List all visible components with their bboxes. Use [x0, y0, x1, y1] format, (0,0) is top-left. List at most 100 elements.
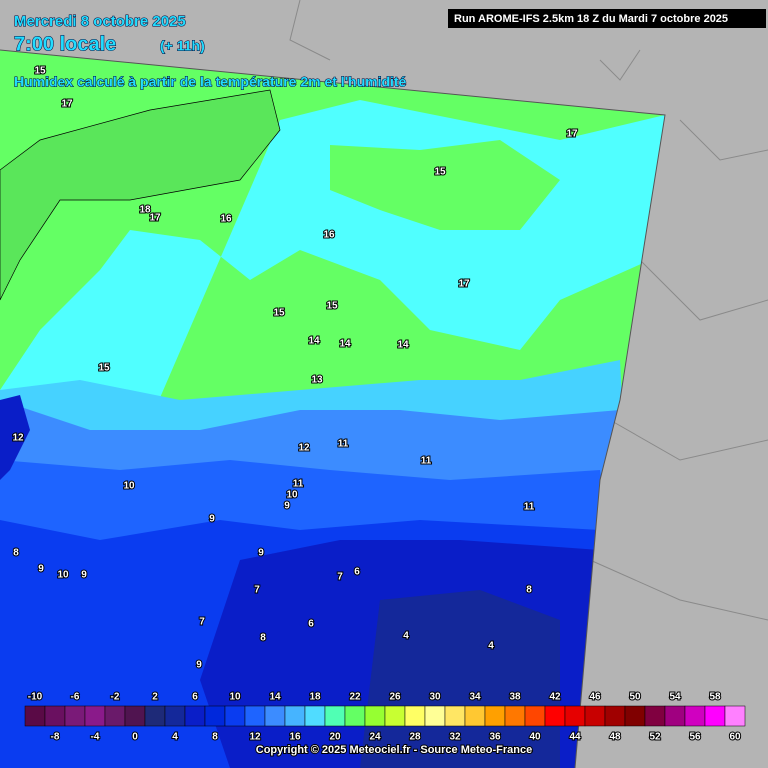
- legend-label: 10: [229, 692, 241, 703]
- legend-swatch: [304, 705, 326, 727]
- contour-label: 17: [61, 99, 73, 110]
- legend-label: 32: [449, 732, 461, 743]
- legend-label: 58: [709, 692, 721, 703]
- contour-label: 9: [196, 660, 202, 671]
- contour-label: 10: [286, 490, 298, 501]
- contour-label: 13: [311, 375, 323, 386]
- legend: -10-8-6-4-202468101214161820222426283032…: [24, 691, 746, 744]
- legend-label: 60: [729, 732, 741, 743]
- contour-label: 10: [57, 570, 69, 581]
- legend-label: 8: [212, 732, 218, 743]
- legend-swatch: [704, 705, 726, 727]
- contour-label: 15: [34, 66, 46, 77]
- contour-label: 14: [308, 336, 320, 347]
- contour-label: 17: [458, 279, 470, 290]
- contour-label: 12: [12, 433, 24, 444]
- legend-label: 48: [609, 732, 621, 743]
- contour-label: 6: [308, 619, 314, 630]
- legend-swatch: [584, 705, 606, 727]
- legend-label: 50: [629, 692, 641, 703]
- legend-label: 38: [509, 692, 521, 703]
- legend-swatch: [284, 705, 306, 727]
- contour-label: 17: [566, 129, 578, 140]
- legend-label: 2: [152, 692, 158, 703]
- legend-label: 36: [489, 732, 501, 743]
- legend-swatch: [204, 705, 226, 727]
- contour-label: 4: [403, 631, 409, 642]
- legend-label: 30: [429, 692, 441, 703]
- legend-label: -4: [91, 732, 100, 743]
- legend-label: 0: [132, 732, 138, 743]
- contour-label: 14: [397, 340, 409, 351]
- legend-label: -2: [111, 692, 120, 703]
- contour-label: 12: [298, 443, 310, 454]
- legend-swatch: [224, 705, 246, 727]
- contour-label: 17: [149, 213, 161, 224]
- legend-swatch: [144, 705, 166, 727]
- contour-label: 15: [98, 363, 110, 374]
- legend-swatch: [184, 705, 206, 727]
- contour-label: 7: [337, 572, 343, 583]
- legend-label: 22: [349, 692, 361, 703]
- legend-swatch: [244, 705, 266, 727]
- legend-label: 44: [569, 732, 581, 743]
- run: Run AROME-IFS 2.5km 18 Z du Mardi 7 octo…: [454, 13, 728, 25]
- contour-label: 11: [338, 439, 349, 450]
- legend-label: 20: [329, 732, 341, 743]
- contour-label: 9: [81, 570, 87, 581]
- legend-label: 34: [469, 692, 481, 703]
- subtitle: Humidex calculé à partir de la températu…: [14, 74, 407, 90]
- contour-label: 7: [199, 617, 205, 628]
- footer: Copyright © 2025 Meteociel.fr - Source M…: [256, 744, 532, 756]
- legend-swatch: [364, 705, 386, 727]
- legend-label: -8: [51, 732, 60, 743]
- contour-label: 18: [139, 205, 151, 216]
- contour-label: 9: [209, 514, 215, 525]
- contour-label: 8: [13, 548, 19, 559]
- legend-swatch: [324, 705, 346, 727]
- contour-label: 16: [220, 214, 232, 225]
- contour-label: 15: [326, 301, 338, 312]
- legend-label: 54: [669, 692, 681, 703]
- legend-swatch: [344, 705, 366, 727]
- date: Mercredi 8 octobre 2025: [14, 13, 186, 30]
- legend-swatch: [504, 705, 526, 727]
- legend-label: 16: [289, 732, 301, 743]
- legend-label: 6: [192, 692, 198, 703]
- legend-swatch: [564, 705, 586, 727]
- legend-label: -6: [71, 692, 80, 703]
- legend-swatch: [684, 705, 706, 727]
- legend-swatch: [624, 705, 646, 727]
- contour-label: 14: [339, 339, 351, 350]
- legend-label: -10: [28, 692, 43, 703]
- contour-label: 9: [284, 501, 290, 512]
- legend-swatch: [544, 705, 566, 727]
- legend-swatch: [444, 705, 466, 727]
- legend-label: 4: [172, 732, 178, 743]
- legend-swatch: [124, 705, 146, 727]
- legend-label: 18: [309, 692, 321, 703]
- legend-swatch: [64, 705, 86, 727]
- legend-swatch: [44, 705, 66, 727]
- borders: [289, 0, 768, 621]
- contour-label: 11: [524, 502, 535, 513]
- legend-label: 12: [249, 732, 261, 743]
- legend-swatch: [164, 705, 186, 727]
- legend-swatch: [484, 705, 506, 727]
- lead: (+ 11h): [160, 38, 205, 54]
- legend-swatch: [424, 705, 446, 727]
- time: 7:00 locale: [14, 33, 116, 55]
- legend-swatch: [84, 705, 106, 727]
- legend-swatch: [104, 705, 126, 727]
- legend-label: 28: [409, 732, 421, 743]
- contour-label: 11: [293, 479, 304, 490]
- contour-label: 10: [123, 481, 135, 492]
- contour-label: 15: [273, 308, 285, 319]
- legend-label: 24: [369, 732, 381, 743]
- legend-label: 46: [589, 692, 601, 703]
- contour-label: 4: [488, 641, 494, 652]
- legend-swatch: [264, 705, 286, 727]
